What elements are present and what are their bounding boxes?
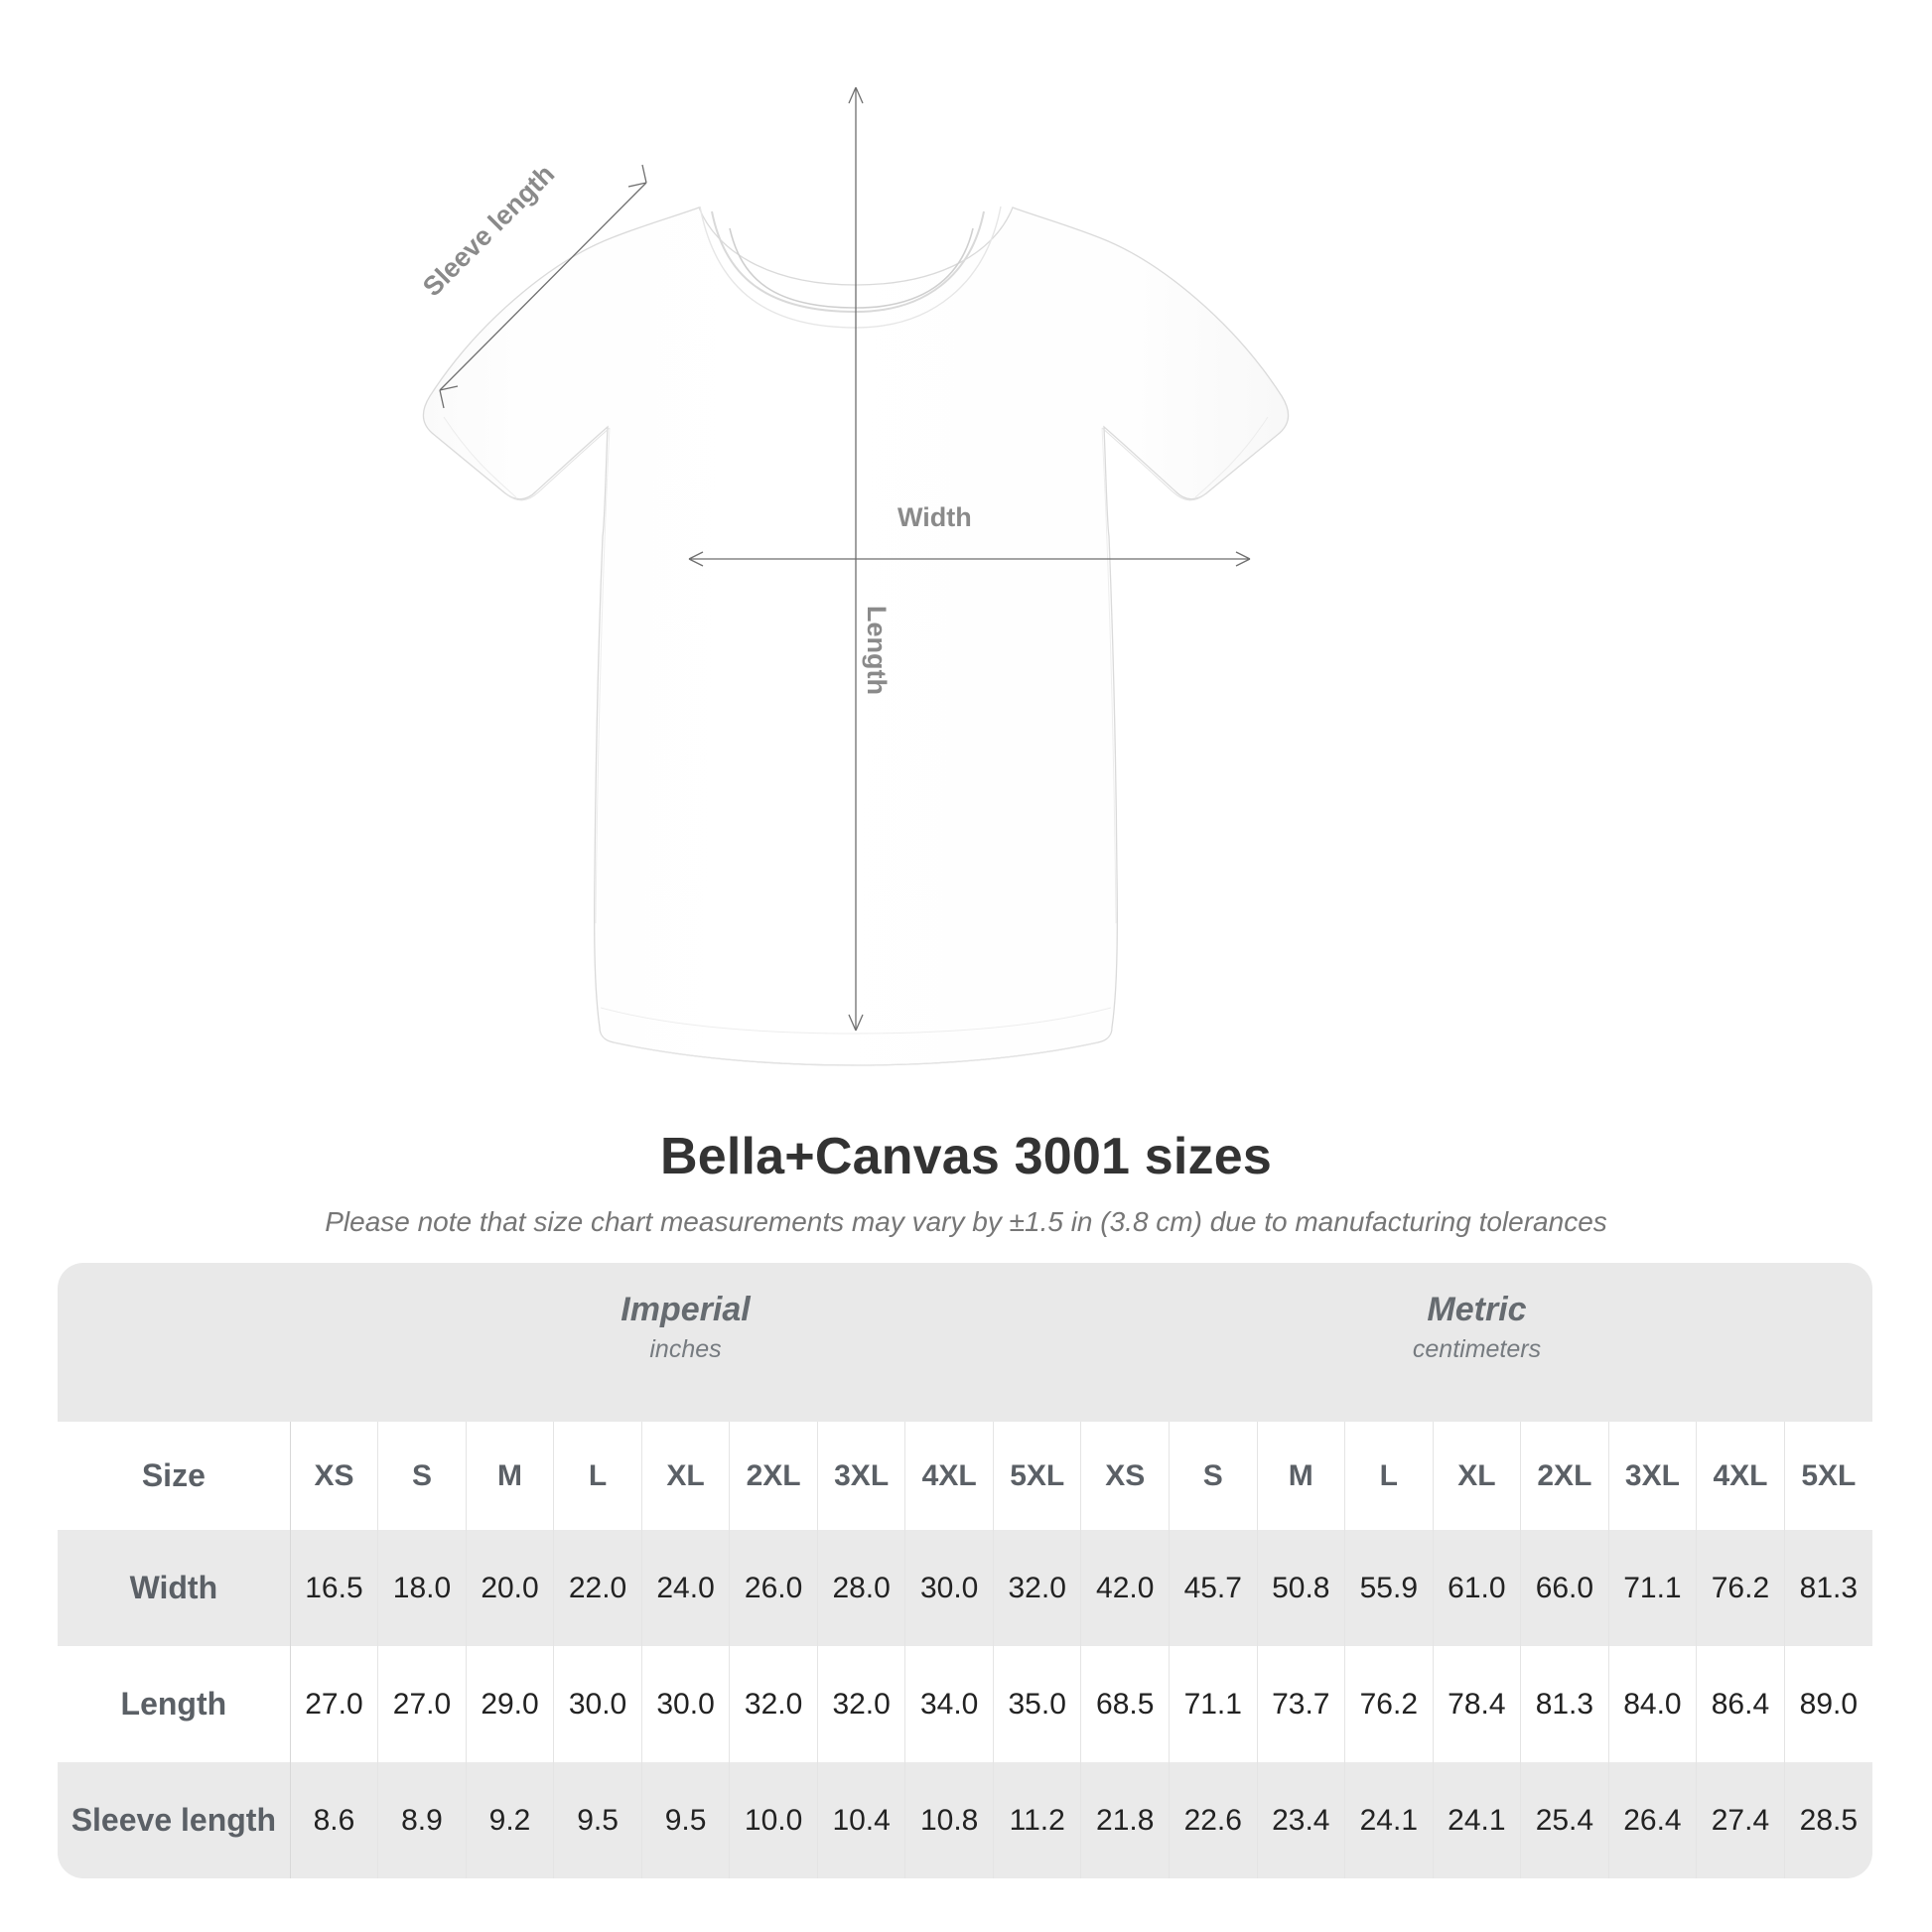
svg-text:Length: Length: [862, 606, 892, 695]
svg-text:Width: Width: [897, 502, 972, 532]
